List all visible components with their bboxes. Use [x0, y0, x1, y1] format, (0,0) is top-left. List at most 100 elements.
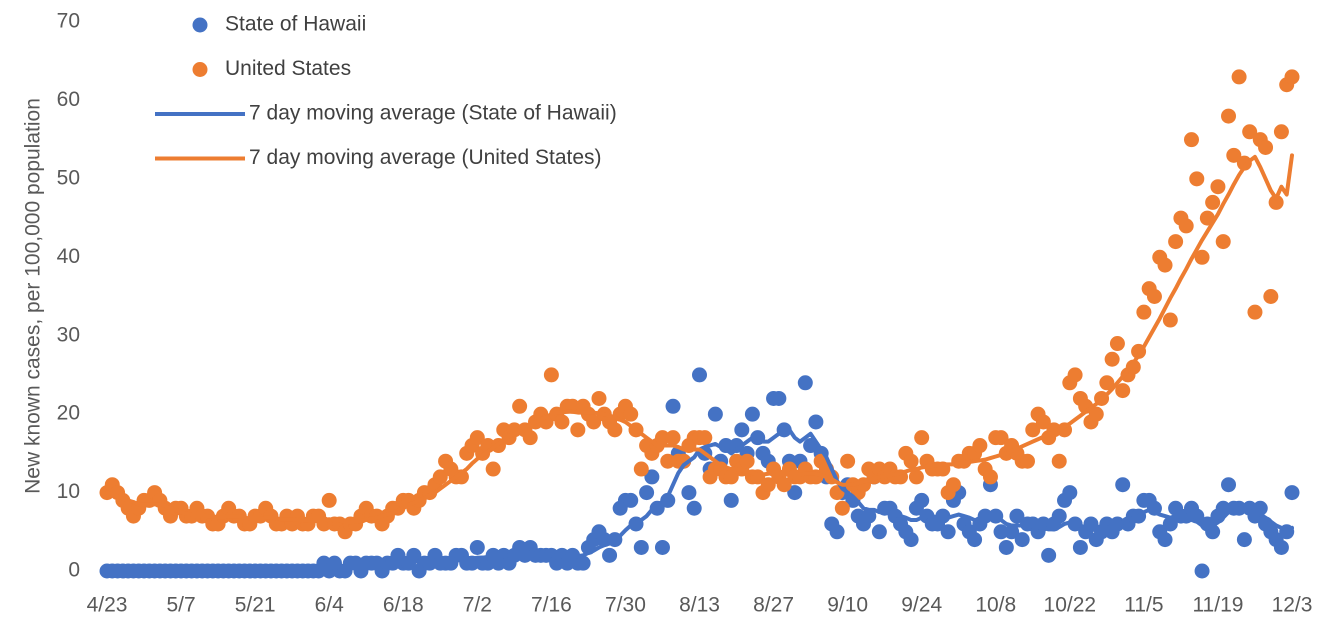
dot — [1019, 453, 1035, 469]
dot — [808, 414, 824, 430]
dot — [914, 430, 930, 446]
dot — [1236, 532, 1252, 548]
dot — [453, 469, 469, 485]
y-tick-label: 10 — [57, 480, 80, 503]
dot — [607, 422, 623, 438]
dot — [1194, 249, 1210, 265]
dot — [787, 485, 803, 501]
dot — [1072, 539, 1088, 555]
dot — [1115, 383, 1131, 399]
dot — [1210, 179, 1226, 195]
dot — [633, 539, 649, 555]
dot — [1146, 289, 1162, 304]
x-tick-label: 7/30 — [605, 594, 646, 617]
dot — [972, 438, 988, 454]
dot — [1051, 453, 1067, 469]
y-tick-label: 30 — [57, 323, 80, 346]
x-tick-label: 10/8 — [975, 594, 1016, 617]
dot — [723, 492, 739, 508]
dot — [940, 524, 956, 540]
dot — [1168, 234, 1184, 250]
dot — [1067, 367, 1083, 383]
legend-label: 7 day moving average (United States) — [249, 146, 602, 169]
dot — [861, 508, 877, 524]
dot — [771, 390, 787, 406]
dot — [797, 375, 813, 391]
dot — [686, 500, 702, 516]
dot — [1247, 304, 1263, 320]
dot — [903, 453, 919, 469]
dot — [1231, 69, 1247, 85]
dot — [1051, 508, 1067, 524]
dot — [1242, 124, 1258, 140]
dot — [570, 422, 586, 438]
dot — [602, 547, 618, 563]
dot — [834, 500, 850, 516]
dot — [1009, 508, 1025, 524]
dot — [665, 430, 681, 446]
y-tick-label: 50 — [57, 166, 80, 189]
dot — [760, 477, 776, 493]
dot — [993, 430, 1009, 446]
dot — [1157, 257, 1173, 273]
scatter-series — [99, 69, 1300, 540]
dot — [633, 461, 649, 477]
x-tick-label: 4/23 — [87, 594, 128, 617]
dot — [469, 539, 485, 555]
dot — [1162, 312, 1178, 328]
dot — [1236, 155, 1252, 171]
legend-label: 7 day moving average (State of Hawaii) — [249, 102, 617, 125]
dot — [654, 539, 670, 555]
x-tick-label: 7/16 — [531, 594, 572, 617]
y-tick-label: 40 — [57, 245, 80, 268]
dot — [1273, 539, 1289, 555]
y-tick-label: 0 — [68, 559, 80, 582]
dot — [1099, 375, 1115, 391]
legend-label: United States — [225, 57, 351, 80]
dot — [1014, 532, 1030, 548]
dot — [1263, 289, 1279, 304]
dot — [1115, 477, 1131, 493]
dot — [1221, 108, 1237, 124]
legend-label: State of Hawaii — [225, 13, 366, 36]
dot — [681, 485, 697, 501]
dot — [639, 485, 655, 501]
dot — [1104, 351, 1120, 367]
x-tick-label: 11/5 — [1124, 594, 1163, 617]
dot — [1205, 194, 1221, 210]
legend: State of Hawaii United States 7 day moving… — [155, 13, 617, 169]
dot — [982, 469, 998, 485]
dot — [1162, 516, 1178, 532]
dot — [321, 492, 337, 508]
dot — [660, 453, 676, 469]
legend-marker — [192, 62, 208, 77]
dot — [697, 430, 713, 446]
y-tick-label: 70 — [57, 10, 80, 33]
dot — [1157, 532, 1173, 548]
y-tick-label: 20 — [57, 402, 80, 425]
dot — [744, 406, 760, 422]
dot — [692, 367, 707, 383]
dot — [723, 469, 739, 485]
dot — [623, 406, 639, 422]
dot — [1221, 477, 1237, 493]
dot — [871, 524, 887, 540]
dot — [993, 524, 1009, 540]
legend-marker — [192, 17, 208, 33]
dot — [485, 461, 501, 477]
dot — [739, 453, 755, 469]
dot — [1183, 132, 1199, 148]
x-tick-label: 8/13 — [679, 594, 720, 617]
dot — [1035, 414, 1051, 430]
x-tick-label: 7/2 — [463, 594, 492, 617]
dot — [1226, 147, 1242, 163]
dot — [591, 390, 607, 406]
dot — [432, 469, 448, 485]
dot — [469, 430, 485, 446]
x-tick-label: 10/22 — [1044, 594, 1097, 617]
dot — [1004, 524, 1020, 540]
dot — [903, 532, 919, 548]
dot — [1215, 234, 1231, 250]
